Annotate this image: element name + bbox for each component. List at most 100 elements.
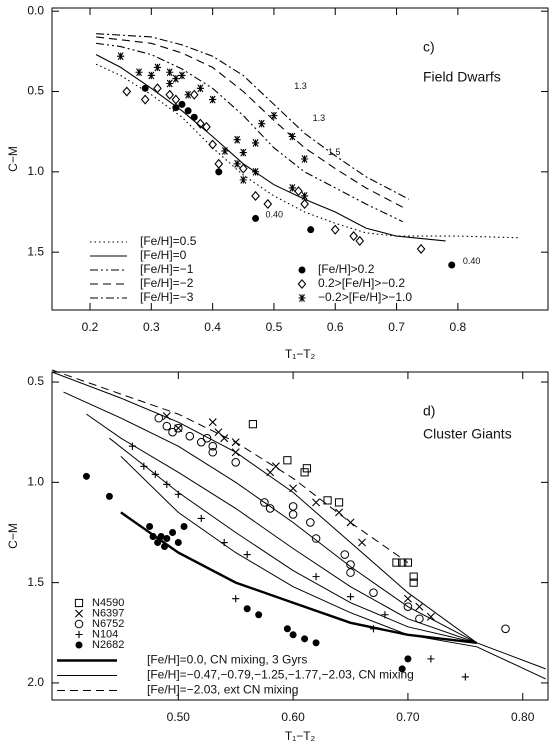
marker (168, 427, 177, 437)
marker (166, 68, 174, 77)
y-tick-label: 0.5 (27, 374, 44, 388)
marker (232, 595, 240, 603)
marker (288, 132, 296, 141)
marker (251, 139, 260, 147)
marker (349, 231, 358, 242)
legend-label: 0.2>[Fe/H]>−0.2 (318, 276, 405, 290)
legend-label: [Fe/H]=−1 (140, 262, 194, 276)
marker (409, 578, 418, 587)
marker (178, 100, 186, 108)
series-line (96, 42, 403, 223)
y-tick-label: 0.5 (27, 84, 44, 98)
marker (403, 594, 412, 603)
series-line (51, 371, 546, 680)
legend-swatch (298, 294, 306, 302)
marker (162, 421, 172, 431)
marker (189, 89, 199, 100)
marker (340, 550, 350, 559)
marker (135, 68, 143, 77)
series-line (96, 36, 403, 208)
marker (163, 480, 171, 488)
marker (288, 510, 298, 519)
marker (231, 457, 241, 467)
legend-swatch (298, 266, 306, 274)
marker (409, 572, 418, 581)
marker (289, 631, 297, 639)
marker (283, 456, 292, 465)
marker (166, 79, 174, 88)
annotation: 1.3 (294, 81, 307, 91)
x-tick-label: 0.5 (266, 320, 283, 334)
marker (392, 558, 401, 567)
legend-swatch (75, 609, 83, 618)
marker (403, 602, 413, 612)
marker (398, 558, 407, 567)
marker (208, 418, 217, 427)
y-tick-label: 0.0 (27, 3, 44, 17)
marker (403, 558, 413, 567)
x-tick-label: 0.80 (511, 710, 535, 724)
marker (300, 155, 309, 163)
marker (501, 624, 510, 634)
marker (312, 639, 320, 647)
marker (238, 163, 248, 174)
marker (172, 104, 180, 112)
marker (448, 261, 456, 269)
marker (398, 665, 406, 673)
y-tick-label: 2.0 (27, 675, 44, 689)
marker (251, 167, 260, 176)
legend-label: [Fe/H]=−0.47,−0.79,−1.25,−1.77,−2.03, CN… (147, 668, 414, 682)
panel: 0.2 0.3 0.4 0.5 0.6 0.7 0.8 0.0 0.5 1.0 1.5 T₁−T₂ C−… (6, 3, 549, 361)
legend-label: [Fe/H]=0.5 (140, 234, 197, 248)
marker (243, 605, 251, 613)
marker (197, 514, 205, 523)
marker (263, 198, 273, 210)
marker (258, 119, 266, 128)
legend-swatch (75, 641, 83, 649)
marker (174, 539, 182, 547)
marker (311, 534, 321, 543)
marker (202, 121, 211, 132)
marker (251, 190, 260, 201)
marker (185, 431, 195, 441)
marker (196, 84, 204, 93)
plot-area (51, 369, 546, 681)
marker (180, 522, 188, 530)
series-line (95, 63, 520, 239)
annotation: 1.5 (328, 147, 341, 157)
marker (300, 192, 309, 200)
marker (302, 464, 311, 473)
marker (153, 83, 162, 94)
marker (196, 118, 205, 129)
marker (208, 447, 218, 457)
legend-label: [Fe/H]=0.0, CN mixing, 3 Gyrs (147, 653, 307, 667)
y-tick-label: 1.0 (27, 475, 44, 489)
legend-label: [Fe/H]>0.2 (318, 262, 375, 276)
marker (196, 437, 206, 447)
panel-title: Cluster Giants (423, 426, 512, 442)
marker (208, 441, 218, 451)
marker (171, 94, 181, 105)
marker (283, 625, 291, 633)
annotation: 0.40 (265, 210, 283, 220)
marker (358, 538, 366, 547)
marker (239, 175, 247, 184)
legend-label: N4590 (92, 597, 124, 609)
marker (369, 588, 378, 597)
legend-label: N104 (92, 628, 118, 640)
annotation: 1.3 (313, 113, 326, 123)
marker (233, 159, 241, 168)
marker (288, 183, 296, 192)
marker (233, 135, 241, 144)
marker (300, 198, 309, 210)
marker (260, 498, 269, 507)
marker (312, 573, 320, 581)
marker (312, 498, 321, 507)
marker (141, 84, 149, 92)
marker (178, 71, 186, 80)
legend-swatch (75, 630, 83, 639)
series-line (51, 369, 409, 564)
marker (140, 94, 150, 105)
x-axis-label: T₁−T₂ (285, 347, 316, 361)
